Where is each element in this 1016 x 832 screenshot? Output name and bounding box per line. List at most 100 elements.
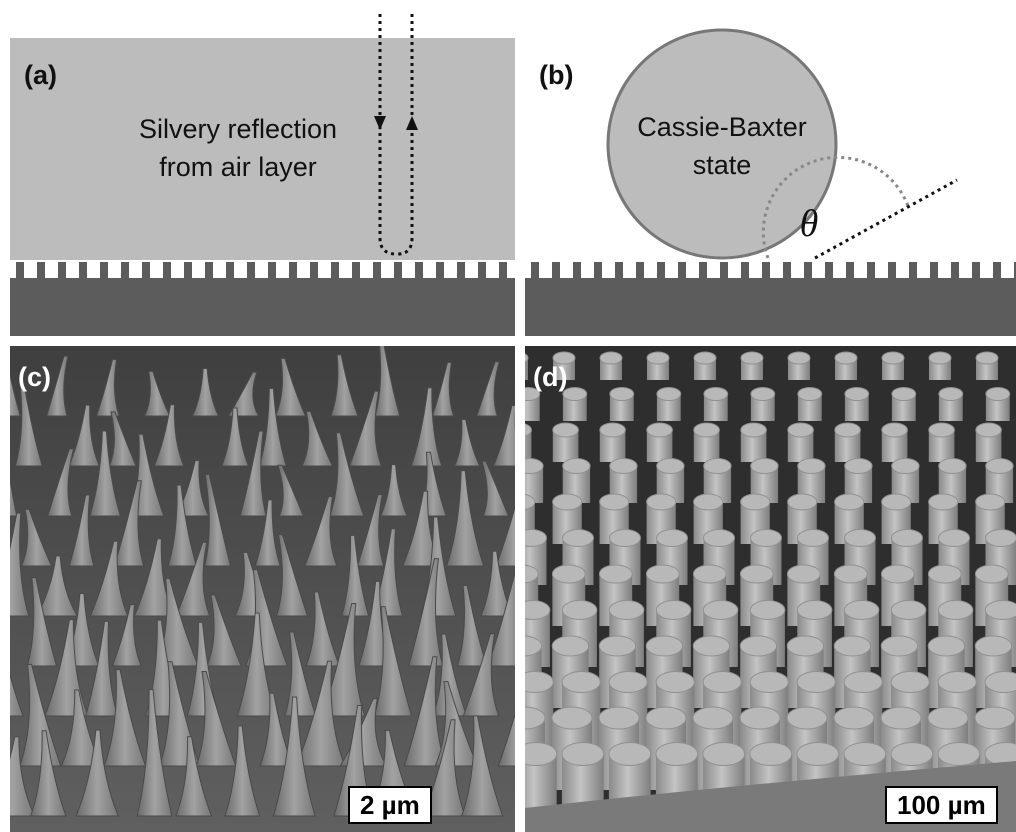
micropillar-top <box>984 670 1016 694</box>
nanospike <box>167 484 198 567</box>
nanospike <box>68 494 95 567</box>
nanospike <box>136 689 173 817</box>
surface-post <box>636 262 644 280</box>
nanospike <box>303 496 338 567</box>
panel-label-d: (d) <box>533 362 567 392</box>
nanospike <box>379 464 408 517</box>
nanospike <box>20 508 53 567</box>
nanospike <box>374 346 401 417</box>
micropillar-top <box>938 528 970 548</box>
nanospike <box>239 430 267 517</box>
nanospike <box>227 371 260 417</box>
micropillar-top <box>749 742 793 766</box>
nanospike <box>492 404 515 467</box>
micropillar-top <box>525 599 551 621</box>
nanospike <box>283 631 317 717</box>
nanospike <box>497 712 515 767</box>
surface-post <box>762 262 770 280</box>
nanospike <box>175 459 210 517</box>
micropillar-top <box>881 493 912 511</box>
micropillar-top <box>928 493 959 511</box>
nanospike <box>321 603 366 717</box>
micropillar-top <box>843 742 887 766</box>
micropillar-top <box>702 599 739 621</box>
micropillar-top <box>692 564 727 584</box>
micropillar-top <box>740 493 771 511</box>
micropillar-top <box>975 422 1002 438</box>
surface-post <box>352 262 360 280</box>
nanospike <box>10 673 24 717</box>
micropillar-top <box>693 351 717 365</box>
nanospike <box>330 354 359 417</box>
micropillar-top <box>749 670 789 694</box>
micropillar-top <box>834 422 861 438</box>
surface-post <box>205 262 213 280</box>
surface-post <box>394 262 402 280</box>
micropillar-top <box>833 706 875 730</box>
micropillar-top <box>843 599 880 621</box>
micropillar-top <box>786 635 825 657</box>
nanospike <box>191 367 220 417</box>
micropillar-array-image: (d) <box>525 346 1016 832</box>
panel-b-svg: (b) Cassie-Baxter state θ <box>525 28 1016 336</box>
surface-post <box>142 262 150 280</box>
surface-post <box>100 262 108 280</box>
nanospike <box>45 355 69 417</box>
nanospike <box>153 404 185 467</box>
micropillar-top <box>525 742 558 766</box>
micropillar-top <box>561 599 598 621</box>
nanospike <box>277 464 305 517</box>
surface-post <box>783 262 791 280</box>
micropillar-top <box>739 706 781 730</box>
nanospike <box>487 571 515 667</box>
micropillar-top <box>655 599 692 621</box>
nanospike <box>422 719 466 817</box>
surface-post <box>699 262 707 280</box>
nanospike <box>10 736 36 817</box>
micropillar-top <box>796 742 840 766</box>
nanospike <box>29 730 67 817</box>
micropillar-top <box>750 386 776 402</box>
nanospike <box>258 388 287 467</box>
micropillar-top <box>739 564 774 584</box>
micropillar-top <box>655 742 699 766</box>
micropillar-top <box>833 635 872 657</box>
surface-post <box>457 262 465 280</box>
micropillar-top <box>655 670 695 694</box>
micropillar-top <box>739 635 778 657</box>
panel-a-svg: (a) Silvery reflection from air layer <box>10 14 515 336</box>
micropillar-top <box>646 351 670 365</box>
micropillar-top <box>928 351 952 365</box>
micropillar-top <box>844 528 876 548</box>
nanospike <box>89 540 129 617</box>
nanostructure-posts <box>531 262 1016 280</box>
micropillar-body <box>525 430 532 462</box>
surface-post <box>226 262 234 280</box>
micropillar-top <box>645 706 687 730</box>
surface-post <box>163 262 171 280</box>
reflection-caption-line2: from air layer <box>159 152 317 182</box>
reflection-caption-line1: Silvery reflection <box>139 114 337 144</box>
nanospike-texture <box>10 346 515 817</box>
nanospike <box>301 410 334 467</box>
nanospike <box>295 660 346 767</box>
micropillar-top <box>975 351 999 365</box>
nanospike <box>84 620 119 717</box>
micropillar-top <box>797 528 829 548</box>
water-layer <box>10 38 515 260</box>
water-droplet <box>606 28 838 260</box>
nanospike <box>19 663 62 767</box>
micropillar-top <box>984 599 1016 621</box>
nanospike <box>348 390 382 467</box>
micropillar-top <box>609 386 635 402</box>
surface-post <box>310 262 318 280</box>
micropillar-top <box>928 422 955 438</box>
nanospike <box>103 669 147 767</box>
micropillar-top <box>890 670 930 694</box>
surface-post <box>184 262 192 280</box>
micropillar-body <box>985 394 1010 421</box>
micropillar-top <box>881 422 908 438</box>
panel-label-b: (b) <box>539 60 573 90</box>
state-caption-line1: Cassie-Baxter <box>637 112 807 142</box>
micropillar-top <box>703 386 729 402</box>
